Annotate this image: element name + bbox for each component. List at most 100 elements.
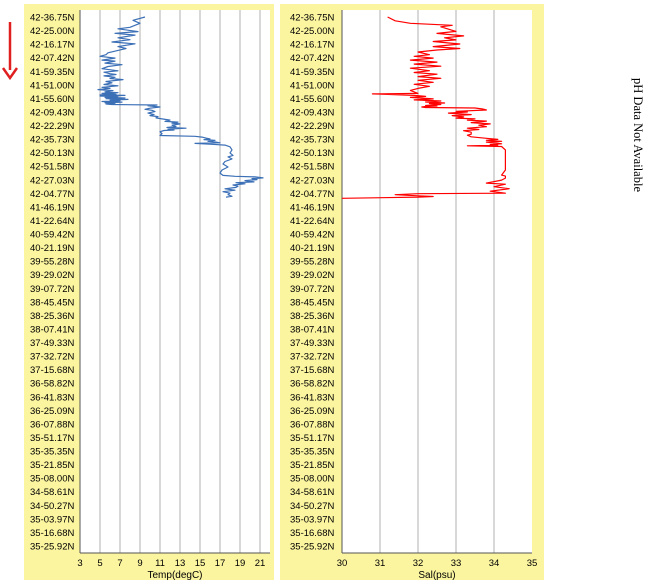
y-tick-label: 41-22.64N	[290, 216, 335, 227]
x-tick-label: 21	[255, 558, 266, 569]
temperature-chart: 3 5 7 9 11 13 15 17 19 21 Temp(degC) 42-36.75N 42-25…	[24, 4, 274, 581]
down-arrow-icon	[1, 22, 19, 81]
y-tick-label: 37-32.72N	[290, 352, 335, 363]
y-tick-label: 35-03.97N	[290, 514, 335, 525]
y-tick-label: 40-21.19N	[30, 243, 75, 254]
y-tick-label: 35-25.92N	[30, 542, 75, 553]
y-tick-label: 42-04.77N	[290, 189, 335, 200]
y-tick-label: 34-58.61N	[30, 487, 75, 498]
temp-profile-line	[97, 16, 264, 198]
y-tick-label: 41-51.00N	[30, 80, 75, 91]
y-tick-label: 42-07.42N	[30, 53, 75, 64]
y-tick-label: 42-04.77N	[30, 189, 75, 200]
y-tick-label: 38-25.36N	[290, 311, 335, 322]
x-tick-label: 13	[175, 558, 186, 569]
y-tick-label: 39-55.28N	[30, 257, 75, 268]
y-tick-label: 35-21.85N	[30, 460, 75, 471]
y-tick-label: 41-22.64N	[30, 216, 75, 227]
x-tick-label: 30	[337, 558, 348, 569]
y-tick-label: 35-25.92N	[290, 542, 335, 553]
x-axis-title: Sal(psu)	[418, 570, 455, 581]
y-tick-label: 42-35.73N	[290, 135, 335, 146]
salinity-chart: 30 31 32 33 34 35 Sal(psu) 42-36.75N 42-25.00N 42…	[280, 4, 544, 581]
y-tick-label: 38-45.45N	[30, 297, 75, 308]
y-tick-label: 36-25.09N	[290, 406, 335, 417]
y-tick-label: 42-07.42N	[290, 53, 335, 64]
y-tick-label: 37-15.68N	[30, 365, 75, 376]
y-tick-label: 37-49.33N	[30, 338, 75, 349]
y-tick-label: 41-59.35N	[290, 67, 335, 78]
y-tick-label: 35-08.00N	[290, 474, 335, 485]
y-tick-label: 36-41.83N	[30, 392, 75, 403]
y-tick-label: 35-51.17N	[290, 433, 335, 444]
y-tick-label: 40-21.19N	[290, 243, 335, 254]
y-tick-label: 39-55.28N	[290, 257, 335, 268]
y-tick-label: 35-16.68N	[290, 528, 335, 539]
y-tick-label: 35-16.68N	[30, 528, 75, 539]
y-tick-label: 41-55.60N	[290, 94, 335, 105]
x-tick-label: 3	[77, 558, 82, 569]
y-tick-label: 35-03.97N	[30, 514, 75, 525]
y-tick-label: 42-16.17N	[30, 40, 75, 51]
y-tick-label: 42-27.03N	[30, 175, 75, 186]
y-tick-label: 41-46.19N	[290, 202, 335, 213]
plot-area	[342, 10, 532, 553]
x-tick-label: 9	[137, 558, 142, 569]
y-tick-label: 37-32.72N	[30, 352, 75, 363]
x-tick-label: 5	[97, 558, 102, 569]
x-tick-label: 7	[117, 558, 122, 569]
y-tick-label: 35-35.35N	[30, 447, 75, 458]
y-tick-label: 35-21.85N	[290, 460, 335, 471]
x-axis-title: Temp(degC)	[147, 570, 202, 581]
y-tick-label: 35-35.35N	[290, 447, 335, 458]
y-tick-label: 38-45.45N	[290, 297, 335, 308]
y-tick-label: 40-59.42N	[30, 230, 75, 241]
y-tick-label: 34-50.27N	[290, 501, 335, 512]
y-tick-label: 37-15.68N	[290, 365, 335, 376]
y-tick-label: 36-58.82N	[30, 379, 75, 390]
y-tick-label: 36-58.82N	[290, 379, 335, 390]
y-tick-label: 41-51.00N	[290, 80, 335, 91]
y-tick-label: 38-07.41N	[30, 324, 75, 335]
y-tick-label: 36-41.83N	[290, 392, 335, 403]
y-tick-label: 36-07.88N	[290, 419, 335, 430]
x-tick-label: 33	[451, 558, 462, 569]
y-tick-label: 39-07.72N	[30, 284, 75, 295]
x-tick-label: 32	[413, 558, 424, 569]
y-tick-label: 39-07.72N	[290, 284, 335, 295]
y-tick-label: 37-49.33N	[290, 338, 335, 349]
x-tick-label: 34	[489, 558, 500, 569]
y-tick-label: 42-09.43N	[30, 107, 75, 118]
y-tick-label: 42-51.58N	[30, 162, 75, 173]
y-tick-label: 36-25.09N	[30, 406, 75, 417]
x-tick-label: 11	[155, 558, 165, 569]
x-tick-label: 17	[215, 558, 226, 569]
sal-profile-line	[341, 16, 510, 199]
y-tick-label: 38-07.41N	[290, 324, 335, 335]
x-tick-label: 31	[375, 558, 386, 569]
y-tick-label: 41-55.60N	[30, 94, 75, 105]
y-tick-label: 42-25.00N	[290, 26, 335, 37]
y-tick-label: 36-07.88N	[30, 419, 75, 430]
y-tick-label: 42-25.00N	[30, 26, 75, 37]
y-tick-label: 42-50.13N	[290, 148, 335, 159]
y-tick-label: 42-09.43N	[290, 107, 335, 118]
y-tick-label: 42-51.58N	[290, 162, 335, 173]
y-tick-label: 35-08.00N	[30, 474, 75, 485]
y-tick-label: 42-22.29N	[290, 121, 335, 132]
y-tick-label: 40-59.42N	[290, 230, 335, 241]
y-tick-label: 39-29.02N	[30, 270, 75, 281]
y-tick-label: 42-16.17N	[290, 40, 335, 51]
y-tick-label: 41-46.19N	[30, 202, 75, 213]
y-tick-label: 42-50.13N	[30, 148, 75, 159]
y-tick-label: 42-22.29N	[30, 121, 75, 132]
arrow-head	[1, 67, 19, 81]
y-tick-label: 34-50.27N	[30, 501, 75, 512]
y-tick-label: 42-27.03N	[290, 175, 335, 186]
y-tick-label: 42-35.73N	[30, 135, 75, 146]
y-tick-label: 35-51.17N	[30, 433, 75, 444]
y-tick-label: 38-25.36N	[30, 311, 75, 322]
y-tick-label: 42-36.75N	[30, 13, 75, 24]
ph-unavailable-note: pH Data Not Available	[631, 78, 645, 192]
